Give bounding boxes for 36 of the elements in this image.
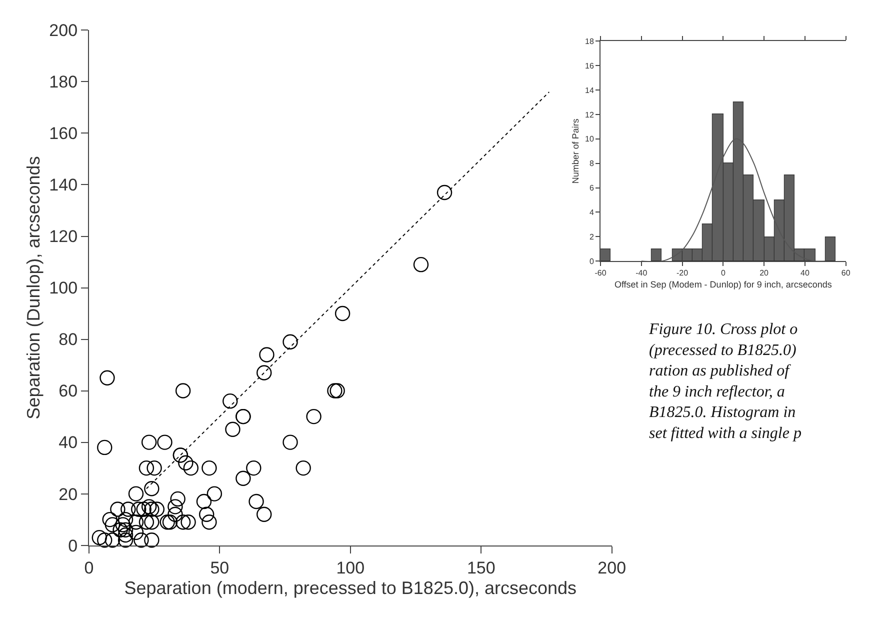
y-tick-label: 0 bbox=[589, 256, 594, 266]
caption: Figure 10. Cross plot o (precessed to B1825.0) ration as published of the 9 inch reflector, a B1825.0. Histogram in set fitted with a single p bbox=[648, 321, 802, 442]
x-tick-label: 50 bbox=[210, 558, 230, 578]
y-tick-label: 0 bbox=[68, 536, 78, 556]
y-tick-label: 120 bbox=[49, 227, 78, 246]
y-axis-title: Separation (Dunlop), arcseconds bbox=[23, 156, 44, 420]
y-tick-label: 18 bbox=[585, 36, 594, 46]
y-tick-label: 8 bbox=[589, 159, 594, 168]
y-tick-label: 2 bbox=[589, 232, 594, 242]
y-tick-label: 10 bbox=[585, 134, 594, 144]
y-tick-label: 20 bbox=[58, 484, 78, 504]
y-tick-label: 6 bbox=[589, 184, 594, 193]
y-tick-label: 40 bbox=[58, 433, 78, 452]
x-tick-label: 60 bbox=[841, 268, 851, 278]
y-tick-label: 200 bbox=[49, 21, 78, 40]
x-tick-label: 150 bbox=[466, 558, 496, 578]
x-axis-title: Separation (modern, precessed to B1825.0), arcseconds bbox=[124, 578, 577, 598]
x-tick-label: -20 bbox=[676, 268, 689, 278]
y-tick-label: 180 bbox=[49, 72, 78, 92]
y-axis-title: Number of Pairs bbox=[570, 118, 580, 184]
x-axis-title: Offset in Sep (Modem - Dunlop) for 9 inch, arcseconds bbox=[614, 279, 832, 290]
x-tick-label: 0 bbox=[720, 268, 726, 278]
x-tick-label: 0 bbox=[84, 558, 94, 578]
x-tick-label: -40 bbox=[636, 268, 648, 278]
x-tick-label: 20 bbox=[760, 268, 770, 278]
y-tick-label: 80 bbox=[58, 330, 78, 350]
y-tick-label: 60 bbox=[58, 382, 78, 401]
y-tick-label: 4 bbox=[589, 208, 594, 218]
y-tick-label: 14 bbox=[585, 86, 594, 95]
x-tick-label: 100 bbox=[336, 558, 365, 578]
y-tick-label: 160 bbox=[49, 124, 78, 144]
x-tick-label: -60 bbox=[594, 268, 607, 278]
y-tick-label: 12 bbox=[585, 110, 594, 120]
y-tick-label: 16 bbox=[585, 61, 594, 70]
y-tick-label: 140 bbox=[49, 176, 78, 195]
x-tick-label: 40 bbox=[800, 268, 810, 278]
